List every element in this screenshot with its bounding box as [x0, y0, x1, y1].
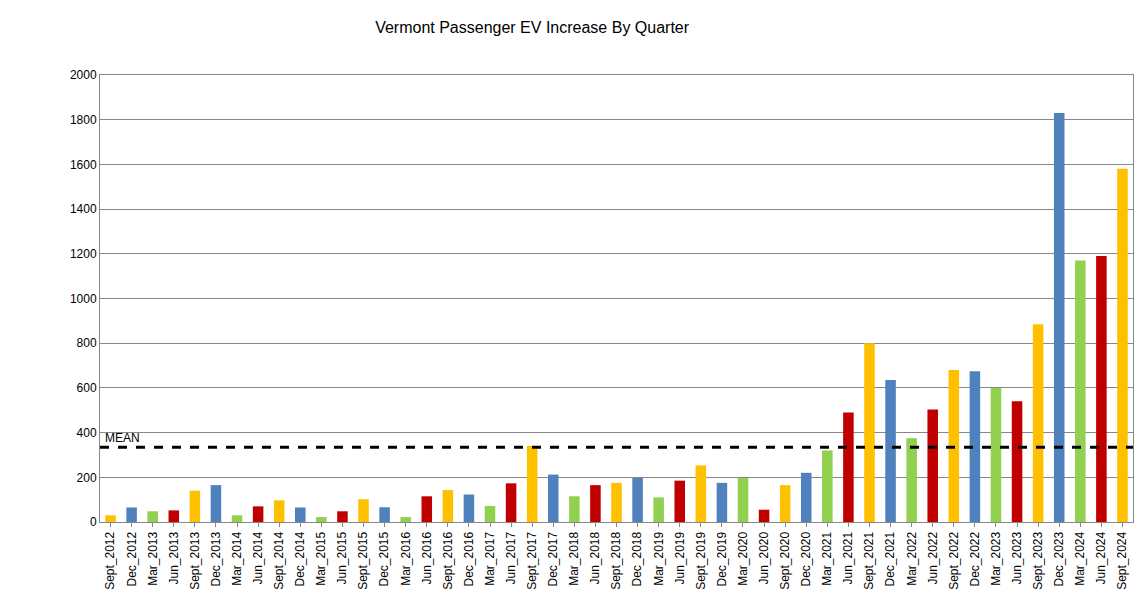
svg-text:Sept_2023: Sept_2023: [1031, 531, 1045, 589]
svg-text:Dec_2019: Dec_2019: [715, 531, 729, 586]
svg-text:Jun_2023: Jun_2023: [1010, 531, 1024, 584]
svg-text:Dec_2018: Dec_2018: [630, 531, 644, 586]
svg-text:Jun_2015: Jun_2015: [335, 531, 349, 584]
svg-text:Mar_2018: Mar_2018: [567, 531, 581, 585]
svg-text:Dec_2016: Dec_2016: [462, 531, 476, 586]
svg-text:Mar_2016: Mar_2016: [399, 531, 413, 585]
svg-text:Sept_2018: Sept_2018: [609, 531, 623, 589]
svg-text:Sept_2017: Sept_2017: [525, 531, 539, 589]
svg-text:2000: 2000: [70, 68, 97, 82]
svg-text:1800: 1800: [70, 113, 97, 127]
svg-text:Dec_2023: Dec_2023: [1052, 531, 1066, 586]
svg-text:Jun_2022: Jun_2022: [926, 531, 940, 584]
svg-text:Mar_2020: Mar_2020: [736, 531, 750, 585]
svg-text:Mar_2021: Mar_2021: [820, 531, 834, 585]
svg-text:Sept_2015: Sept_2015: [356, 531, 370, 589]
svg-text:Dec_2020: Dec_2020: [799, 531, 813, 586]
svg-text:Sept_2019: Sept_2019: [694, 531, 708, 589]
svg-text:Jun_2013: Jun_2013: [167, 531, 181, 584]
svg-text:Jun_2014: Jun_2014: [251, 531, 265, 584]
svg-text:Jun_2020: Jun_2020: [757, 531, 771, 584]
svg-text:Sept_2016: Sept_2016: [441, 531, 455, 589]
svg-text:Dec_2012: Dec_2012: [125, 531, 139, 586]
svg-text:Mar_2015: Mar_2015: [314, 531, 328, 585]
svg-text:Sept_2024: Sept_2024: [1115, 531, 1129, 589]
svg-text:Jun_2024: Jun_2024: [1094, 531, 1108, 584]
svg-text:Sept_2020: Sept_2020: [778, 531, 792, 589]
svg-text:Dec_2014: Dec_2014: [293, 531, 307, 586]
svg-text:Jun_2018: Jun_2018: [588, 531, 602, 584]
svg-text:Dec_2015: Dec_2015: [378, 531, 392, 586]
svg-text:Mar_2023: Mar_2023: [989, 531, 1003, 585]
svg-text:1400: 1400: [70, 202, 97, 216]
svg-text:Jun_2016: Jun_2016: [420, 531, 434, 584]
svg-text:1200: 1200: [70, 247, 97, 261]
svg-text:Sept_2012: Sept_2012: [103, 531, 117, 589]
svg-text:Mar_2019: Mar_2019: [652, 531, 666, 585]
svg-text:Jun_2019: Jun_2019: [673, 531, 687, 584]
svg-text:Sept_2021: Sept_2021: [862, 531, 876, 589]
svg-text:200: 200: [77, 471, 97, 485]
svg-text:Dec_2022: Dec_2022: [968, 531, 982, 586]
svg-text:MEAN: MEAN: [105, 431, 140, 445]
svg-text:600: 600: [77, 381, 97, 395]
svg-text:0: 0: [90, 515, 97, 529]
svg-text:1000: 1000: [70, 292, 97, 306]
svg-text:Sept_2014: Sept_2014: [272, 531, 286, 589]
svg-text:Dec_2021: Dec_2021: [883, 531, 897, 586]
svg-text:Dec_2013: Dec_2013: [209, 531, 223, 586]
svg-text:Jun_2017: Jun_2017: [504, 531, 518, 584]
svg-text:800: 800: [77, 336, 97, 350]
svg-text:Mar_2014: Mar_2014: [230, 531, 244, 585]
svg-text:Sept_2022: Sept_2022: [947, 531, 961, 589]
svg-text:Mar_2013: Mar_2013: [146, 531, 160, 585]
svg-text:Mar_2024: Mar_2024: [1073, 531, 1087, 585]
svg-text:Vermont Passenger EV Increase: Vermont Passenger EV Increase By Quarter: [375, 19, 690, 36]
svg-text:Dec_2017: Dec_2017: [546, 531, 560, 586]
svg-text:Jun_2021: Jun_2021: [841, 531, 855, 584]
svg-text:Mar_2017: Mar_2017: [483, 531, 497, 585]
svg-text:Mar_2022: Mar_2022: [905, 531, 919, 585]
svg-text:Sept_2013: Sept_2013: [188, 531, 202, 589]
svg-text:1600: 1600: [70, 158, 97, 172]
svg-text:400: 400: [77, 426, 97, 440]
